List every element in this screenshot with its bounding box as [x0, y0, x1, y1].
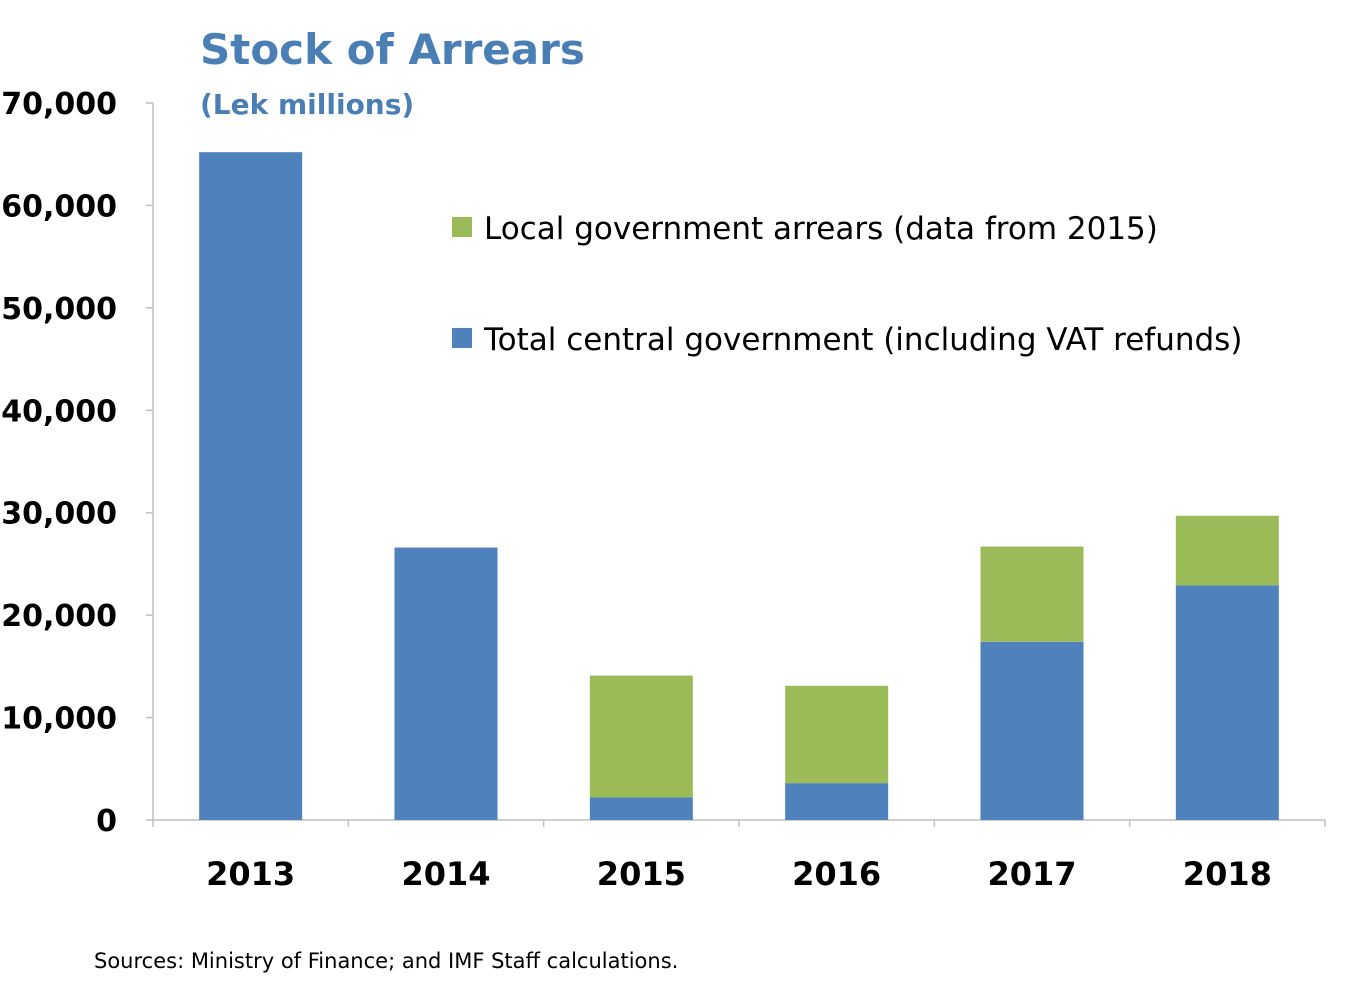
legend: Local government arrears (data from 2015…: [452, 211, 1242, 358]
bar-2018-series-1: [1175, 515, 1279, 586]
chart-subtitle: (Lek millions): [200, 88, 414, 121]
bar-2013-series-0: [199, 152, 303, 820]
y-tick-label: 70,000: [1, 87, 117, 122]
bar-2016-series-0: [785, 783, 889, 820]
y-tick-label: 0: [96, 804, 117, 839]
chart-title: Stock of Arrears: [200, 25, 585, 74]
y-tick-label: 20,000: [1, 599, 117, 634]
source-note: Sources: Ministry of Finance; and IMF St…: [94, 949, 678, 973]
x-tick-label: 2018: [1183, 855, 1272, 893]
bar-2015-series-1: [589, 675, 693, 798]
bars: [199, 152, 1279, 820]
legend-swatch: [452, 217, 472, 237]
x-tick-label: 2014: [401, 855, 490, 893]
bar-2016-series-1: [785, 685, 889, 784]
bar-2015-series-0: [589, 797, 693, 820]
y-tick-label: 60,000: [1, 189, 117, 224]
x-tick-label: 2017: [987, 855, 1076, 893]
legend-swatch: [452, 328, 472, 348]
bar-2018-series-0: [1175, 585, 1279, 820]
legend-label: Total central government (including VAT …: [483, 322, 1242, 358]
bar-2017-series-1: [980, 546, 1084, 642]
bar-2017-series-0: [980, 641, 1084, 820]
axes: 0 10,000 20,000 30,000 40,000 50,000 60,000 70,…: [1, 87, 1326, 893]
x-tick-label: 2015: [597, 855, 686, 893]
bar-2014-series-0: [394, 547, 498, 820]
x-tick-label: 2016: [792, 855, 881, 893]
y-tick-label: 30,000: [1, 497, 117, 532]
y-tick-label: 40,000: [1, 394, 117, 429]
legend-label: Local government arrears (data from 2015…: [484, 211, 1158, 247]
y-tick-label: 50,000: [1, 292, 117, 327]
x-tick-label: 2013: [206, 855, 295, 893]
y-tick-label: 10,000: [1, 702, 117, 737]
